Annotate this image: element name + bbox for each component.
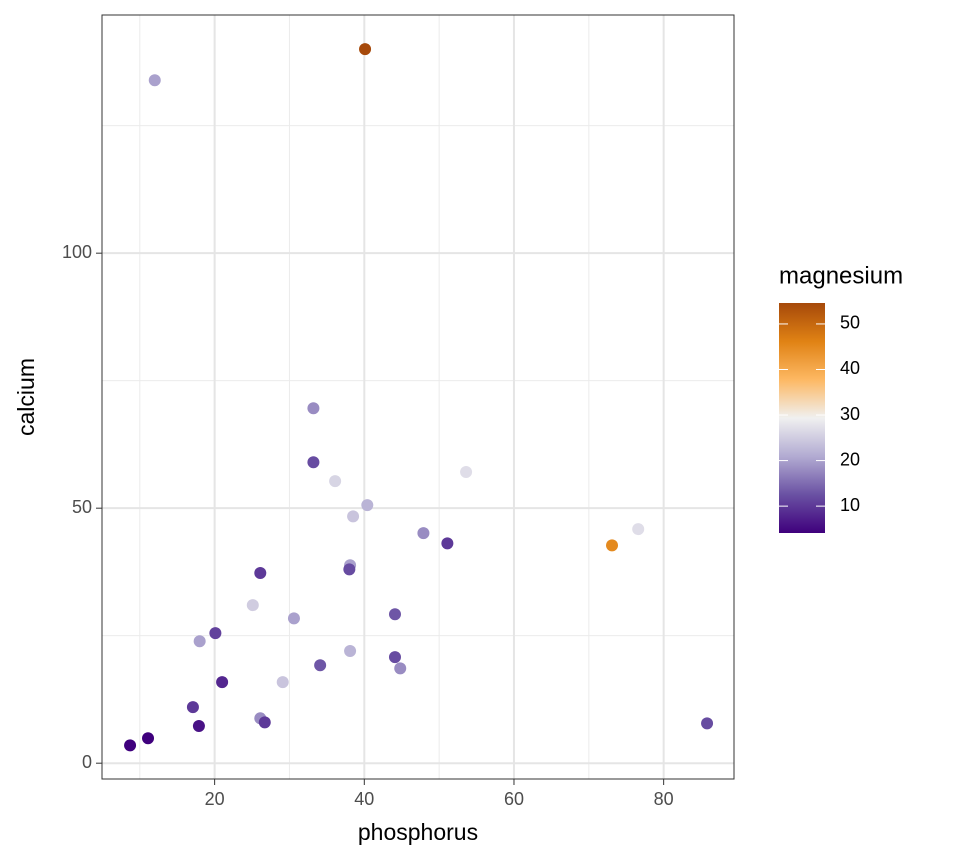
point bbox=[359, 43, 372, 56]
point bbox=[632, 523, 645, 536]
y-tick-label: 100 bbox=[62, 242, 92, 262]
point bbox=[460, 465, 473, 478]
point bbox=[186, 701, 199, 714]
x-tick-label: 80 bbox=[654, 789, 674, 809]
point bbox=[287, 612, 300, 625]
point bbox=[344, 644, 357, 657]
colorbar bbox=[779, 303, 825, 533]
colorbar-tick-label: 10 bbox=[840, 495, 860, 515]
point bbox=[606, 539, 619, 552]
point bbox=[307, 402, 320, 415]
y-tick-label: 0 bbox=[82, 752, 92, 772]
point bbox=[417, 527, 430, 540]
point bbox=[216, 676, 229, 689]
point bbox=[347, 510, 360, 523]
point bbox=[329, 475, 342, 488]
point bbox=[246, 599, 259, 612]
point bbox=[192, 719, 205, 732]
point bbox=[258, 716, 271, 729]
point bbox=[254, 566, 267, 579]
x-tick-label: 20 bbox=[205, 789, 225, 809]
point bbox=[142, 732, 155, 745]
colorbar-tick-label: 30 bbox=[840, 404, 860, 424]
colorbar-tick-label: 20 bbox=[840, 449, 860, 469]
point bbox=[388, 608, 401, 621]
x-tick-label: 40 bbox=[354, 789, 374, 809]
point bbox=[361, 499, 374, 512]
point bbox=[193, 635, 206, 648]
y-axis-title: calcium bbox=[13, 358, 39, 436]
point bbox=[276, 676, 289, 689]
plot-background bbox=[102, 15, 734, 779]
point bbox=[701, 717, 714, 730]
y-tick-label: 50 bbox=[72, 497, 92, 517]
point bbox=[394, 662, 407, 675]
colorbar-tick-label: 40 bbox=[840, 358, 860, 378]
point bbox=[343, 563, 356, 576]
x-tick-label: 60 bbox=[504, 789, 524, 809]
point bbox=[209, 627, 222, 640]
x-axis-title: phosphorus bbox=[358, 819, 478, 845]
point bbox=[388, 651, 401, 664]
point bbox=[307, 456, 320, 469]
colorbar-tick-label: 50 bbox=[840, 313, 860, 333]
point bbox=[148, 74, 161, 87]
point bbox=[124, 739, 137, 752]
point bbox=[441, 537, 454, 550]
plot-border bbox=[101, 14, 735, 780]
legend-title: magnesium bbox=[779, 262, 903, 289]
point bbox=[314, 659, 327, 672]
